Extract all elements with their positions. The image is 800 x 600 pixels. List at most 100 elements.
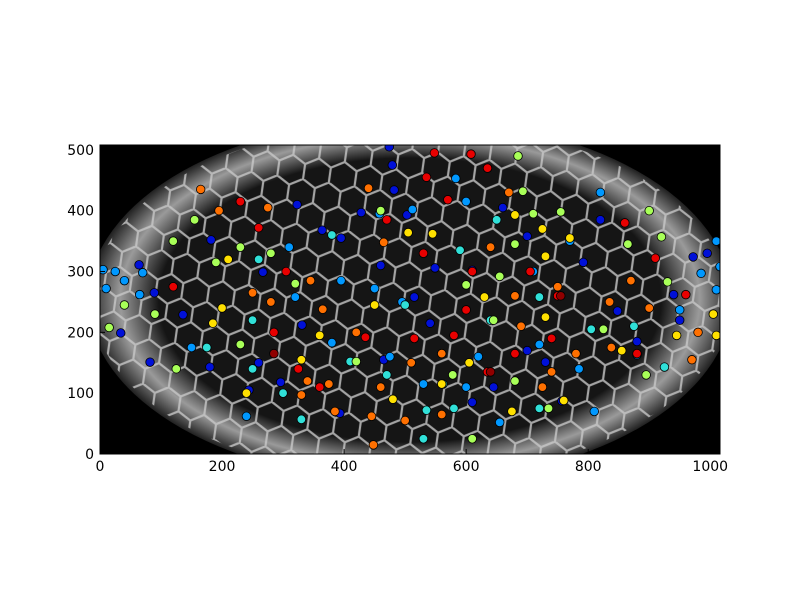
point: [534, 292, 545, 302]
point: [336, 275, 346, 286]
point: [382, 215, 392, 225]
point: [418, 379, 429, 389]
point: [455, 245, 465, 255]
point: [269, 348, 279, 359]
point: [429, 148, 440, 158]
point: [376, 382, 386, 392]
point: [546, 333, 557, 344]
point: [241, 411, 252, 421]
point: [363, 183, 374, 193]
point: [400, 415, 410, 426]
point: [537, 382, 548, 392]
point: [479, 292, 490, 302]
point: [556, 207, 566, 217]
point: [318, 304, 328, 314]
x-tick-label: 600: [453, 459, 480, 475]
point: [632, 348, 642, 359]
point: [253, 254, 264, 265]
point: [461, 382, 471, 392]
point: [546, 367, 557, 377]
point: [443, 195, 453, 205]
point: [409, 292, 419, 302]
point: [356, 207, 366, 218]
point: [149, 288, 160, 298]
point: [314, 330, 325, 341]
x-tick-label: 1000: [692, 459, 728, 475]
y-tick-label: 0: [85, 447, 94, 463]
point: [644, 303, 654, 313]
point: [186, 342, 197, 353]
point: [400, 300, 410, 310]
point: [604, 297, 615, 307]
point: [461, 305, 471, 315]
point: [540, 357, 551, 367]
point: [104, 322, 114, 333]
x-tick-label: 400: [331, 459, 358, 475]
point: [223, 254, 233, 265]
point: [425, 318, 435, 328]
point: [715, 261, 720, 272]
point: [662, 277, 673, 287]
point: [195, 184, 206, 195]
point: [510, 376, 520, 386]
point: [296, 414, 307, 425]
point: [650, 253, 661, 263]
point: [189, 215, 200, 225]
point: [507, 406, 517, 417]
point: [598, 324, 609, 335]
point: [317, 225, 327, 235]
point: [675, 305, 685, 315]
point: [119, 275, 130, 286]
point: [451, 173, 461, 184]
point: [263, 202, 273, 213]
point: [208, 318, 218, 328]
y-tick-label: 500: [67, 143, 94, 159]
point: [217, 303, 227, 313]
point: [202, 342, 212, 353]
point: [293, 364, 304, 374]
point: [559, 395, 569, 406]
point: [510, 239, 520, 249]
point: [675, 315, 685, 325]
point: [330, 406, 340, 417]
point: [409, 333, 419, 344]
point: [510, 348, 520, 359]
point: [711, 236, 720, 246]
point: [178, 310, 188, 320]
point: [119, 300, 130, 310]
point: [296, 390, 307, 400]
point: [543, 403, 554, 414]
axes-frame: [99, 144, 721, 455]
y-tick-label: 100: [67, 386, 94, 402]
point: [421, 172, 432, 182]
y-tick-label: 200: [67, 325, 94, 341]
point: [467, 434, 477, 444]
point: [406, 358, 416, 368]
background-image: [100, 145, 720, 454]
point: [101, 283, 111, 294]
point: [488, 315, 499, 325]
y-tick-label: 400: [67, 204, 94, 220]
point: [235, 339, 246, 350]
point: [430, 263, 440, 273]
point: [302, 376, 313, 386]
point: [617, 345, 627, 356]
point: [466, 149, 476, 159]
point: [510, 210, 520, 220]
point: [464, 358, 474, 368]
point: [290, 292, 300, 302]
point: [495, 417, 505, 428]
point: [253, 223, 264, 233]
point: [482, 163, 493, 173]
point: [589, 406, 599, 417]
point: [384, 145, 394, 152]
point: [540, 251, 551, 262]
point: [485, 367, 496, 377]
point: [528, 209, 538, 219]
point: [659, 362, 670, 372]
point: [525, 266, 535, 277]
point: [437, 379, 447, 389]
point: [327, 230, 337, 240]
point: [578, 257, 589, 268]
